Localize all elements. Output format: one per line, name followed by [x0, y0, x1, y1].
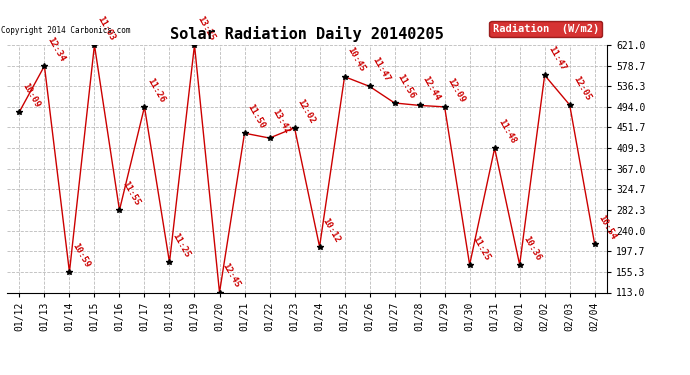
Text: 12:09: 12:09	[446, 76, 467, 104]
Text: 11:47: 11:47	[371, 56, 392, 84]
Text: 13:25: 13:25	[196, 14, 217, 42]
Text: 12:44: 12:44	[421, 75, 442, 102]
Title: Solar Radiation Daily 20140205: Solar Radiation Daily 20140205	[170, 27, 444, 42]
Text: 11:03: 11:03	[96, 14, 117, 42]
Text: 12:34: 12:34	[46, 35, 67, 63]
Text: Copyright 2014 Carbonics.com: Copyright 2014 Carbonics.com	[1, 26, 130, 35]
Text: 12:05: 12:05	[571, 74, 592, 102]
Text: 11:48: 11:48	[496, 118, 517, 146]
Text: 11:56: 11:56	[396, 72, 417, 100]
Text: 11:25: 11:25	[170, 232, 192, 260]
Text: 10:09: 10:09	[21, 81, 42, 109]
Text: 12:02: 12:02	[296, 97, 317, 125]
Text: 12:45: 12:45	[221, 262, 242, 290]
Text: 10:54: 10:54	[596, 214, 617, 242]
Text: 11:26: 11:26	[146, 76, 167, 104]
Text: 10:36: 10:36	[521, 234, 542, 262]
Text: 11:50: 11:50	[246, 102, 267, 130]
Text: 13:42: 13:42	[270, 107, 292, 135]
Text: 10:59: 10:59	[70, 242, 92, 269]
Text: 10:45: 10:45	[346, 46, 367, 74]
Legend: Radiation  (W/m2): Radiation (W/m2)	[489, 21, 602, 37]
Text: 11:25: 11:25	[471, 234, 492, 262]
Text: 11:55: 11:55	[121, 180, 142, 207]
Text: 11:47: 11:47	[546, 45, 567, 72]
Text: 10:12: 10:12	[321, 216, 342, 244]
